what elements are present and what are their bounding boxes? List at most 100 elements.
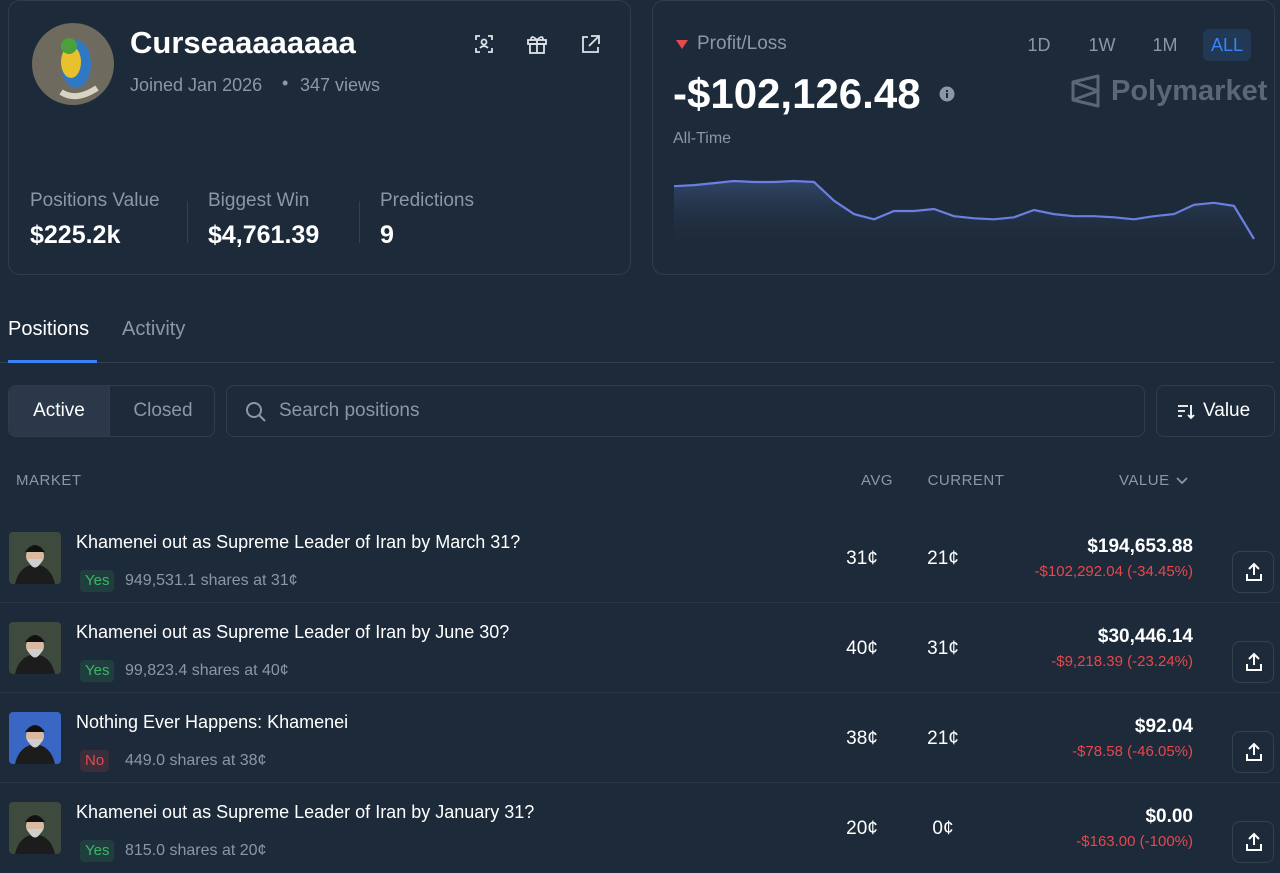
external-icon[interactable] — [582, 35, 600, 53]
market-title[interactable]: Nothing Ever Happens: Khamenei — [76, 712, 349, 732]
range-tab[interactable]: 1W — [1088, 35, 1116, 55]
pnl-value: -$102,126.48 — [673, 70, 921, 117]
avg-price: 31¢ — [846, 548, 878, 569]
current-price: 0¢ — [932, 818, 954, 839]
stat-value: $4,761.39 — [208, 221, 320, 249]
figure-beard — [27, 739, 43, 748]
sort-button[interactable]: Value — [1156, 385, 1275, 437]
current-price: 31¢ — [927, 638, 959, 659]
toggle: Active Closed — [8, 385, 215, 437]
figure-turban — [25, 725, 45, 732]
pnl-area — [674, 181, 1254, 251]
scan-icon[interactable] — [475, 35, 493, 53]
tab-underline — [8, 360, 97, 363]
sort-label: Value — [1203, 400, 1251, 421]
profile-card: Curseaaaaaaaa Joined Jan 2026 • 347 view… — [8, 0, 631, 275]
position-pnl: -$9,218.39 (-23.24%) — [1051, 653, 1193, 670]
shares: 815.0 shares at 20¢ — [125, 842, 267, 859]
avg-price: 20¢ — [846, 818, 878, 839]
tab[interactable]: Positions — [8, 318, 90, 340]
share-button[interactable] — [1232, 821, 1274, 863]
share-icon — [1246, 652, 1262, 671]
profile-actions — [475, 35, 600, 54]
figure-robe — [15, 654, 55, 674]
figure-turban — [25, 635, 45, 642]
column-header: CURRENT — [927, 472, 1005, 489]
market-image — [9, 622, 61, 674]
outcome-badge: No — [80, 750, 110, 772]
market-title[interactable]: Khamenei out as Supreme Leader of Iran b… — [76, 802, 535, 822]
position-row: Khamenei out as Supreme Leader of Iran b… — [0, 603, 1280, 693]
outcome-badge: Yes — [80, 660, 115, 682]
stat-value: 9 — [380, 221, 394, 249]
figure-robe — [15, 834, 55, 854]
shares: 949,531.1 shares at 31¢ — [125, 572, 298, 589]
tab[interactable]: Activity — [122, 318, 186, 340]
search-box[interactable]: Search positions — [226, 385, 1145, 437]
gift-icon[interactable] — [527, 36, 547, 54]
column-header: MARKET — [16, 472, 82, 489]
share-button[interactable] — [1232, 641, 1274, 683]
position-pnl: -$163.00 (-100%) — [1076, 833, 1193, 850]
sort-icon — [1178, 405, 1195, 420]
position-pnl: -$102,292.04 (-34.45%) — [1034, 563, 1193, 580]
figure-beard — [27, 829, 43, 838]
views: 347 views — [300, 75, 381, 95]
column-header: AVG — [860, 472, 894, 489]
market-image — [9, 532, 61, 584]
avg-price: 40¢ — [846, 638, 878, 659]
pnl-label: Profit/Loss — [697, 33, 787, 54]
toggle-option[interactable]: Active — [9, 386, 109, 436]
position-value: $92.04 — [1134, 716, 1193, 737]
current-price: 21¢ — [927, 548, 959, 569]
info-icon[interactable] — [939, 86, 955, 102]
row-separator — [0, 602, 1280, 603]
position-row: Khamenei out as Supreme Leader of Iran b… — [0, 783, 1280, 873]
pnl-card: Profit/Loss -$102,126.48 Polymarket All-… — [652, 0, 1275, 275]
position-value: $30,446.14 — [1097, 626, 1193, 647]
range-tab[interactable]: 1D — [1027, 35, 1051, 55]
market-image — [9, 712, 61, 764]
username: Curseaaaaaaaa — [130, 25, 356, 60]
joined: Joined Jan 2026 — [130, 75, 263, 95]
search-icon — [246, 402, 266, 422]
shares: 449.0 shares at 38¢ — [125, 752, 267, 769]
shares: 99,823.4 shares at 40¢ — [125, 662, 289, 679]
stat-label: Positions Value — [30, 190, 160, 211]
range-tab[interactable]: ALL — [1202, 29, 1252, 61]
figure-turban — [25, 815, 45, 822]
market-title[interactable]: Khamenei out as Supreme Leader of Iran b… — [76, 622, 510, 642]
period-label: All-Time — [673, 130, 732, 147]
row-separator — [0, 692, 1280, 693]
dot: • — [282, 73, 289, 93]
figure-turban — [25, 545, 45, 552]
share-button[interactable] — [1232, 551, 1274, 593]
tab-rule — [0, 362, 1274, 363]
range-tab[interactable]: 1M — [1152, 35, 1178, 55]
brand-logo — [1071, 74, 1100, 108]
avatar[interactable] — [31, 22, 115, 106]
divider — [359, 201, 360, 243]
current-price: 21¢ — [927, 728, 959, 749]
toggle-option[interactable]: Closed — [109, 386, 214, 436]
position-value: $194,653.88 — [1087, 536, 1193, 557]
stat: Predictions 9 — [380, 190, 474, 250]
divider — [187, 201, 188, 243]
sort-caret — [1176, 477, 1188, 485]
down-arrow — [676, 40, 688, 49]
position-pnl: -$78.58 (-46.05%) — [1072, 743, 1193, 760]
market-image — [9, 802, 61, 854]
stat-label: Predictions — [380, 190, 474, 211]
search-placeholder: Search positions — [279, 400, 420, 421]
brand: Polymarket — [1111, 75, 1268, 107]
market-title[interactable]: Khamenei out as Supreme Leader of Iran b… — [76, 532, 521, 552]
stat: Positions Value $225.2k — [30, 190, 160, 250]
outcome-badge: Yes — [80, 840, 115, 862]
share-glyph — [1246, 652, 1262, 671]
stat: Biggest Win $4,761.39 — [208, 190, 319, 250]
pnl-line — [673, 179, 1255, 240]
figure-robe — [15, 744, 55, 764]
share-button[interactable] — [1232, 731, 1274, 773]
column-header[interactable]: VALUE — [1119, 472, 1170, 489]
share-glyph — [1246, 562, 1262, 581]
